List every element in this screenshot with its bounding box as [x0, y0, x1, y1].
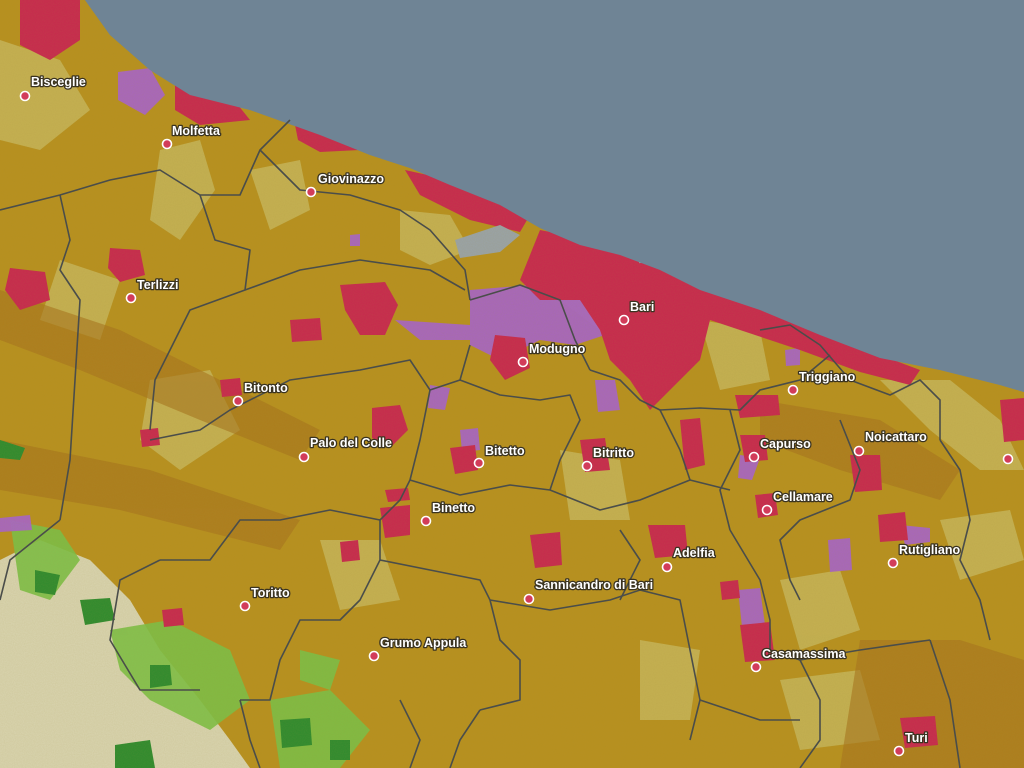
town-dot[interactable]	[748, 451, 760, 463]
town-conversano[interactable]	[1002, 453, 1014, 465]
town-label: Binetto	[432, 501, 475, 515]
town-dot[interactable]	[581, 460, 593, 472]
town-casamassima[interactable]: Casamassima	[750, 646, 848, 673]
town-dot[interactable]	[19, 90, 31, 102]
town-bitetto[interactable]: Bitetto	[473, 443, 526, 469]
town-dot[interactable]	[232, 395, 244, 407]
town-label: Capurso	[760, 437, 811, 451]
town-terlizzi[interactable]: Terlizzi	[125, 277, 180, 304]
town-label: Bitonto	[244, 381, 288, 395]
town-dot[interactable]	[787, 384, 799, 396]
town-label: Triggiano	[799, 370, 856, 384]
town-dot[interactable]	[517, 356, 529, 368]
municipal-boundaries	[0, 119, 991, 768]
town-label: Toritto	[251, 586, 290, 600]
town-label: Grumo Appula	[380, 636, 467, 650]
town-dot[interactable]	[298, 451, 310, 463]
town-binetto[interactable]: Binetto	[420, 500, 477, 527]
town-giovinazzo[interactable]: Giovinazzo	[305, 171, 386, 198]
town-label: Palo del Colle	[310, 436, 392, 450]
town-sannicandro-di-bari[interactable]: Sannicandro di Bari	[523, 577, 654, 605]
town-label: Giovinazzo	[318, 172, 384, 186]
town-dot[interactable]	[239, 600, 251, 612]
town-bitritto[interactable]: Bitritto	[581, 445, 636, 472]
town-noicattaro[interactable]: Noicattaro	[853, 429, 928, 457]
town-dot[interactable]	[420, 515, 432, 527]
town-molfetta[interactable]: Molfetta	[161, 123, 222, 150]
town-label: Bari	[630, 300, 654, 314]
town-dot[interactable]	[761, 504, 773, 516]
town-label: Rutigliano	[899, 543, 960, 557]
town-turi[interactable]: Turi	[893, 730, 929, 757]
town-bisceglie[interactable]: Bisceglie	[19, 74, 87, 102]
town-triggiano[interactable]: Triggiano	[787, 369, 857, 396]
town-adelfia[interactable]: Adelfia	[661, 545, 717, 573]
town-dot[interactable]	[368, 650, 380, 662]
town-label: Adelfia	[673, 546, 716, 560]
town-dot[interactable]	[750, 661, 762, 673]
town-label: Bisceglie	[31, 75, 86, 89]
town-label: Cellamare	[773, 490, 833, 504]
town-dot[interactable]	[473, 457, 485, 469]
town-label: Terlizzi	[137, 278, 178, 292]
town-label: Turi	[905, 731, 928, 745]
town-dot[interactable]	[125, 292, 137, 304]
town-label: Noicattaro	[865, 430, 927, 444]
town-label: Molfetta	[172, 124, 221, 138]
town-dot[interactable]	[618, 314, 630, 326]
town-toritto[interactable]: Toritto	[239, 585, 291, 612]
town-label: Bitritto	[593, 446, 634, 460]
town-grumo-appula[interactable]: Grumo Appula	[368, 635, 469, 662]
town-label: Casamassima	[762, 647, 846, 661]
town-bari[interactable]: Bari	[618, 299, 656, 326]
town-dot[interactable]	[523, 593, 535, 605]
town-dot[interactable]	[893, 745, 905, 757]
town-dot[interactable]	[305, 186, 317, 198]
town-dot[interactable]	[887, 557, 899, 569]
town-capurso[interactable]: Capurso	[748, 436, 812, 463]
town-label: Modugno	[529, 342, 586, 356]
town-label: Bitetto	[485, 444, 525, 458]
town-label: Sannicandro di Bari	[535, 578, 653, 592]
town-markers[interactable]: Bisceglie Molfetta Giovinazzo Terlizzi B…	[19, 74, 1014, 757]
town-modugno[interactable]: Modugno	[517, 341, 587, 368]
town-dot[interactable]	[161, 138, 173, 150]
town-dot[interactable]	[1002, 453, 1014, 465]
town-cellamare[interactable]: Cellamare	[761, 489, 834, 516]
town-dot[interactable]	[853, 445, 865, 457]
town-rutigliano[interactable]: Rutigliano	[887, 542, 962, 569]
town-bitonto[interactable]: Bitonto	[232, 380, 289, 407]
town-dot[interactable]	[661, 561, 673, 573]
sea-surface	[85, 0, 1024, 392]
town-palo-del-colle[interactable]: Palo del Colle	[298, 435, 393, 463]
